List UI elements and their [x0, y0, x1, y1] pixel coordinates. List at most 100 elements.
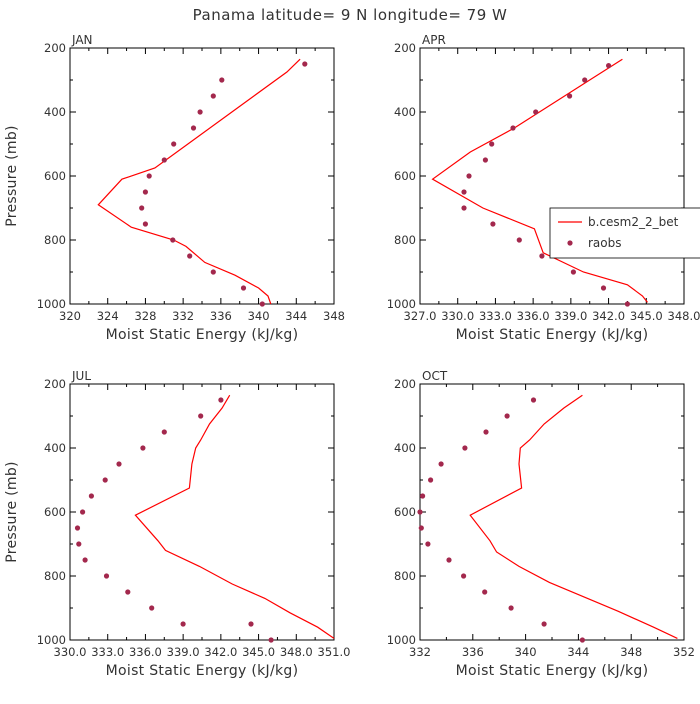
x-tick-label: 336 [210, 309, 232, 323]
obs-point [139, 205, 145, 211]
y-tick-label: 800 [44, 569, 66, 583]
y-tick-label: 200 [394, 41, 416, 55]
obs-point [180, 621, 186, 627]
obs-point [606, 63, 612, 69]
y-tick-label: 600 [394, 169, 416, 183]
model-line [431, 58, 648, 303]
y-tick-label: 600 [394, 505, 416, 519]
y-axis-label: Pressure (mb) [4, 461, 20, 563]
obs-point [417, 509, 423, 515]
plot-frame [69, 47, 335, 305]
panel-title: JAN [71, 33, 93, 47]
obs-point [446, 557, 452, 563]
y-tick-label: 1000 [387, 297, 416, 311]
obs-point [268, 637, 274, 643]
x-tick-label: 327.0 [404, 309, 437, 323]
obs-point [248, 621, 254, 627]
y-tick-label: 400 [394, 441, 416, 455]
obs-point [161, 429, 167, 435]
obs-point [489, 141, 495, 147]
obs-point [142, 221, 148, 227]
y-tick-label: 400 [44, 441, 66, 455]
x-tick-label: 324 [97, 309, 119, 323]
obs-point [82, 557, 88, 563]
obs-point [482, 157, 488, 163]
obs-point [461, 573, 467, 579]
y-tick-label: 600 [44, 505, 66, 519]
x-tick-label: 339.0 [554, 309, 587, 323]
obs-point [516, 237, 522, 243]
obs-point [218, 397, 224, 403]
x-tick-label: 348.0 [668, 309, 700, 323]
obs-point [161, 157, 167, 163]
obs-point [582, 77, 588, 83]
y-tick-label: 800 [394, 569, 416, 583]
x-tick-label: 344 [567, 645, 589, 659]
obs-point [490, 221, 496, 227]
legend-obs-label: raobs [588, 236, 622, 250]
x-tick-label: 345.0 [242, 645, 275, 659]
obs-point [461, 189, 467, 195]
y-tick-label: 1000 [387, 633, 416, 647]
x-tick-label: 332 [409, 645, 431, 659]
obs-point [88, 493, 94, 499]
obs-point [116, 461, 122, 467]
x-tick-label: 342.0 [592, 309, 625, 323]
y-tick-label: 800 [394, 233, 416, 247]
x-axis-label: Moist Static Energy (kJ/kg) [456, 327, 649, 343]
y-axis-label: Pressure (mb) [4, 125, 20, 227]
obs-point [483, 429, 489, 435]
panel-title: OCT [422, 369, 448, 383]
plot-frame [69, 383, 335, 641]
x-tick-label: 351.0 [318, 645, 351, 659]
obs-point [482, 589, 488, 595]
panel-title: APR [422, 33, 446, 47]
x-tick-label: 340 [248, 309, 270, 323]
x-tick-label: 333.0 [91, 645, 124, 659]
x-tick-label: 342.0 [204, 645, 237, 659]
obs-point [142, 189, 148, 195]
obs-point [102, 477, 108, 483]
obs-point [570, 269, 577, 275]
x-tick-label: 336.0 [129, 645, 162, 659]
x-axis-label: Moist Static Energy (kJ/kg) [106, 663, 299, 679]
x-tick-label: 348 [323, 309, 345, 323]
obs-point [579, 637, 586, 643]
obs-point [438, 461, 444, 467]
x-tick-label: 336.0 [517, 309, 550, 323]
obs-point [508, 605, 514, 611]
x-tick-label: 332 [172, 309, 194, 323]
plot-frame [419, 47, 685, 305]
obs-point [259, 301, 265, 307]
obs-point [80, 509, 86, 515]
y-tick-label: 800 [44, 233, 66, 247]
y-tick-label: 400 [394, 105, 416, 119]
legend-obs-swatch [567, 240, 573, 246]
x-tick-label: 348.0 [280, 645, 313, 659]
x-tick-label: 333.0 [479, 309, 512, 323]
legend-model-label: b.cesm2_2_bet [588, 215, 679, 229]
x-tick-label: 330.0 [441, 309, 474, 323]
x-tick-label: 328 [134, 309, 156, 323]
obs-point [197, 109, 203, 115]
x-tick-label: 340 [515, 645, 537, 659]
obs-point [504, 413, 510, 419]
obs-point [140, 445, 146, 451]
obs-point [428, 477, 434, 483]
x-tick-label: 339.0 [167, 645, 200, 659]
y-tick-label: 200 [44, 377, 66, 391]
y-tick-label: 1000 [37, 297, 66, 311]
obs-point [198, 413, 204, 419]
obs-point [210, 269, 216, 275]
x-tick-label: 352 [673, 645, 695, 659]
y-tick-label: 200 [394, 377, 416, 391]
x-axis-label: Moist Static Energy (kJ/kg) [456, 663, 649, 679]
x-tick-label: 348 [620, 645, 642, 659]
obs-point [420, 493, 426, 499]
